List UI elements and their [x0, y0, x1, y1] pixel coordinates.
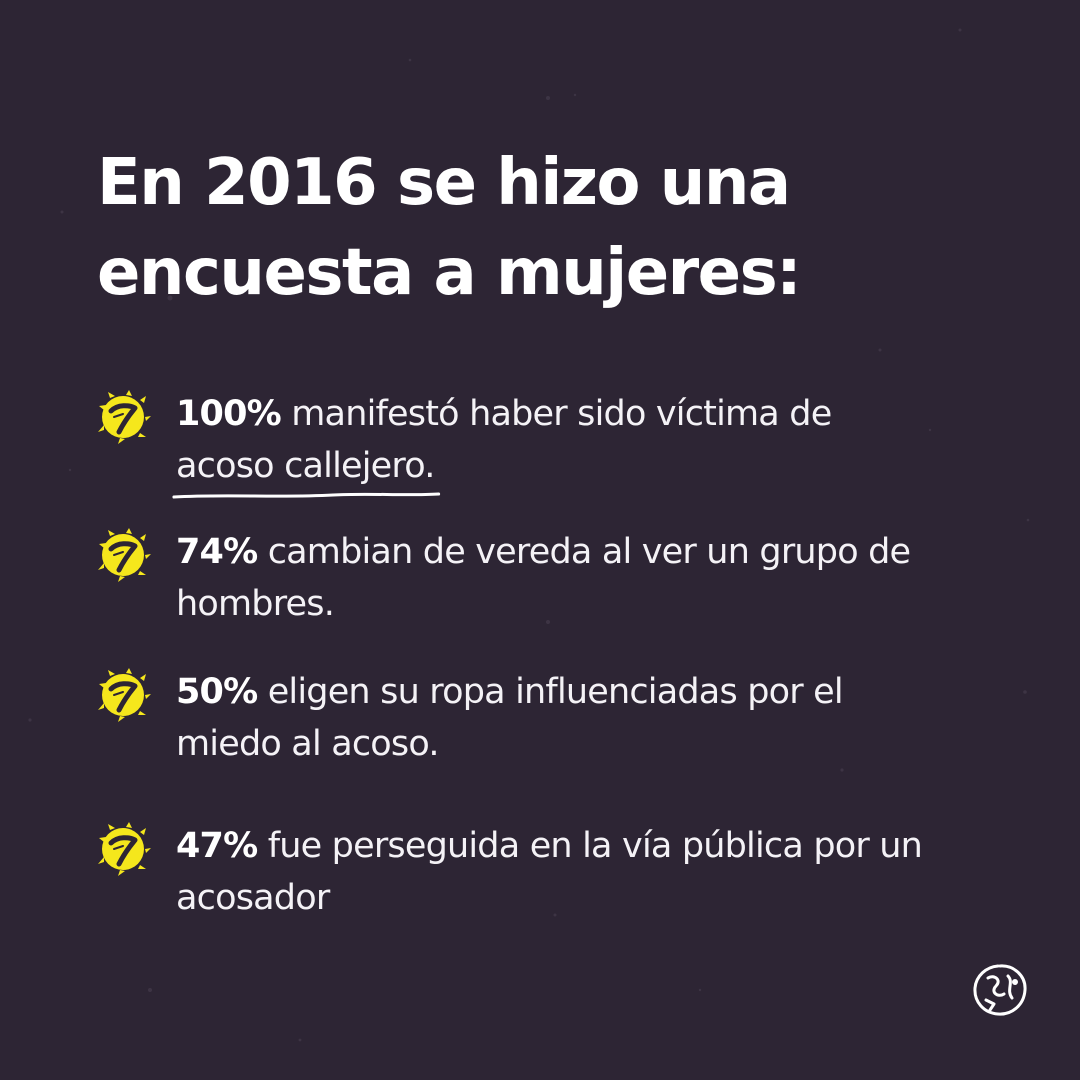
- stat-percentage: 100%: [176, 394, 282, 434]
- list-item: 50% eligen su ropa influenciadas por el …: [96, 668, 956, 798]
- stat-description: manifestó haber sido víctima de: [291, 394, 832, 434]
- stat-text: 74% cambian de vereda al ver un grupo de…: [176, 526, 936, 630]
- stat-percentage: 50%: [176, 672, 258, 712]
- stat-percentage: 47%: [176, 826, 258, 866]
- title-line-2: encuesta a mujeres:: [97, 236, 802, 310]
- brand-logo: [968, 960, 1032, 1020]
- list-item: 74% cambian de vereda al ver un grupo de…: [96, 528, 956, 658]
- hand-drawn-underline: [172, 492, 441, 499]
- stat-percentage: 74%: [176, 532, 258, 572]
- page-title: En 2016 se hizo una encuesta a mujeres:: [97, 138, 977, 318]
- list-item: 100% manifestó haber sido víctima de aco…: [96, 390, 956, 520]
- yellow-scribble-slash-icon: [96, 390, 152, 446]
- underlined-phrase: acoso callejero.: [172, 440, 441, 499]
- list-item: 47% fue perseguida en la vía pública por…: [96, 822, 956, 952]
- yellow-scribble-slash-icon: [96, 668, 152, 724]
- underlined-text: acoso callejero.: [176, 446, 435, 486]
- stat-text: 47% fue perseguida en la vía pública por…: [176, 820, 936, 924]
- stat-text: 100% manifestó haber sido víctima de aco…: [172, 388, 936, 499]
- stat-description: cambian de vereda al ver un grupo de hom…: [176, 532, 911, 624]
- stat-description: eligen su ropa influenciadas por el mied…: [176, 672, 844, 764]
- stat-description: fue perseguida en la vía pública por un …: [176, 826, 923, 918]
- stat-text: 50% eligen su ropa influenciadas por el …: [176, 666, 936, 770]
- title-line-1: En 2016 se hizo una: [97, 146, 791, 220]
- yellow-scribble-slash-icon: [96, 528, 152, 584]
- yellow-scribble-slash-icon: [96, 822, 152, 878]
